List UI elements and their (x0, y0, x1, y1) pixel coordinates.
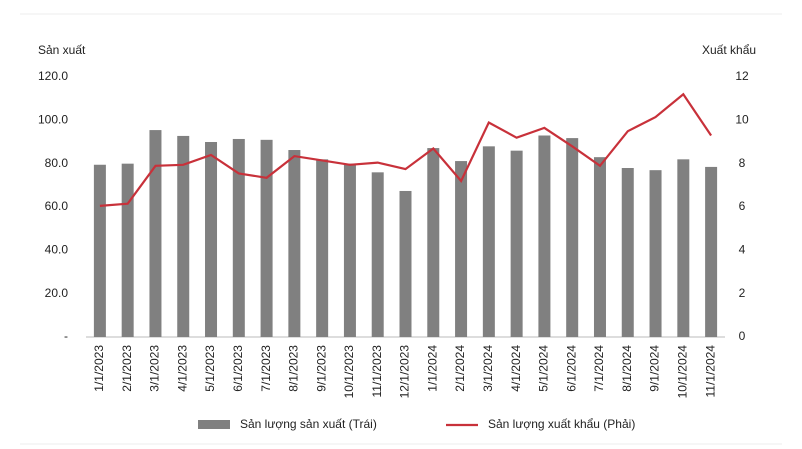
bar (399, 190, 412, 337)
bar (566, 138, 579, 337)
x-tick-label: 3/1/2023 (148, 345, 162, 392)
x-tick-label: 11/1/2023 (370, 345, 384, 398)
bar (288, 150, 301, 337)
y-tick-label: 20.0 (45, 286, 69, 300)
y2-tick-label: 0 (739, 329, 746, 343)
bar (371, 172, 384, 337)
bar (121, 163, 134, 337)
bar (538, 135, 551, 337)
bar (455, 161, 468, 337)
x-tick-label: 2/1/2024 (453, 345, 467, 392)
x-tick-label: 7/1/2024 (592, 345, 606, 392)
x-tick-label: 12/1/2023 (398, 345, 412, 399)
x-tick-label: 4/1/2023 (175, 345, 189, 392)
y-tick-label: - (64, 329, 68, 343)
x-tick-label: 9/1/2023 (314, 345, 328, 392)
y-tick-label: 60.0 (45, 199, 69, 213)
y-tick-label: 40.0 (45, 243, 69, 257)
y2-axis-label: Xuất khẩu (702, 43, 756, 57)
bar (705, 166, 718, 337)
bar (316, 159, 329, 337)
legend-swatch (198, 420, 230, 429)
bar (93, 164, 106, 337)
x-tick-label: 8/1/2023 (287, 345, 301, 392)
x-tick-label: 8/1/2024 (620, 345, 634, 392)
bar (649, 170, 662, 337)
y-tick-label: 100.0 (38, 113, 68, 127)
bar (343, 163, 356, 337)
y-axis-label: Sản xuất (38, 43, 86, 57)
x-tick-label: 7/1/2023 (259, 345, 273, 392)
bar (149, 130, 162, 337)
x-tick-label: 9/1/2024 (648, 345, 662, 392)
x-tick-label: 1/1/2024 (425, 345, 439, 392)
bar (621, 168, 634, 337)
y2-tick-label: 6 (739, 199, 746, 213)
line (99, 92, 713, 207)
y-tick-label: 80.0 (45, 156, 69, 170)
x-tick-label: 6/1/2023 (231, 345, 245, 392)
x-tick-label: 10/1/2023 (342, 345, 356, 399)
y2-tick-label: 8 (739, 156, 746, 170)
y2-tick-label: 10 (735, 113, 749, 127)
bar (177, 135, 190, 337)
bar (482, 146, 495, 337)
bar (593, 157, 606, 337)
x-tick-label: 11/1/2024 (703, 345, 717, 398)
bar (260, 139, 273, 337)
x-tick-label: 3/1/2024 (481, 345, 495, 392)
legend-label: Sản lượng sản xuất (Trái) (240, 417, 377, 431)
bar (205, 142, 218, 337)
bar (232, 138, 245, 337)
y2-tick-label: 2 (739, 286, 746, 300)
y2-tick-label: 12 (735, 69, 749, 83)
x-tick-label: 4/1/2024 (509, 345, 523, 392)
y-tick-label: 120.0 (38, 69, 68, 83)
x-tick-label: 5/1/2024 (537, 345, 551, 392)
legend-label: Sản lượng xuất khẩu (Phải) (488, 417, 635, 431)
bar (677, 159, 690, 337)
bar (427, 148, 440, 337)
bar (510, 150, 523, 337)
y2-tick-label: 4 (739, 243, 746, 257)
x-tick-label: 5/1/2023 (203, 345, 217, 392)
x-tick-label: 10/1/2024 (675, 345, 689, 399)
x-tick-label: 1/1/2023 (92, 345, 106, 392)
x-tick-label: 6/1/2024 (564, 345, 578, 392)
x-tick-label: 2/1/2023 (120, 345, 134, 392)
